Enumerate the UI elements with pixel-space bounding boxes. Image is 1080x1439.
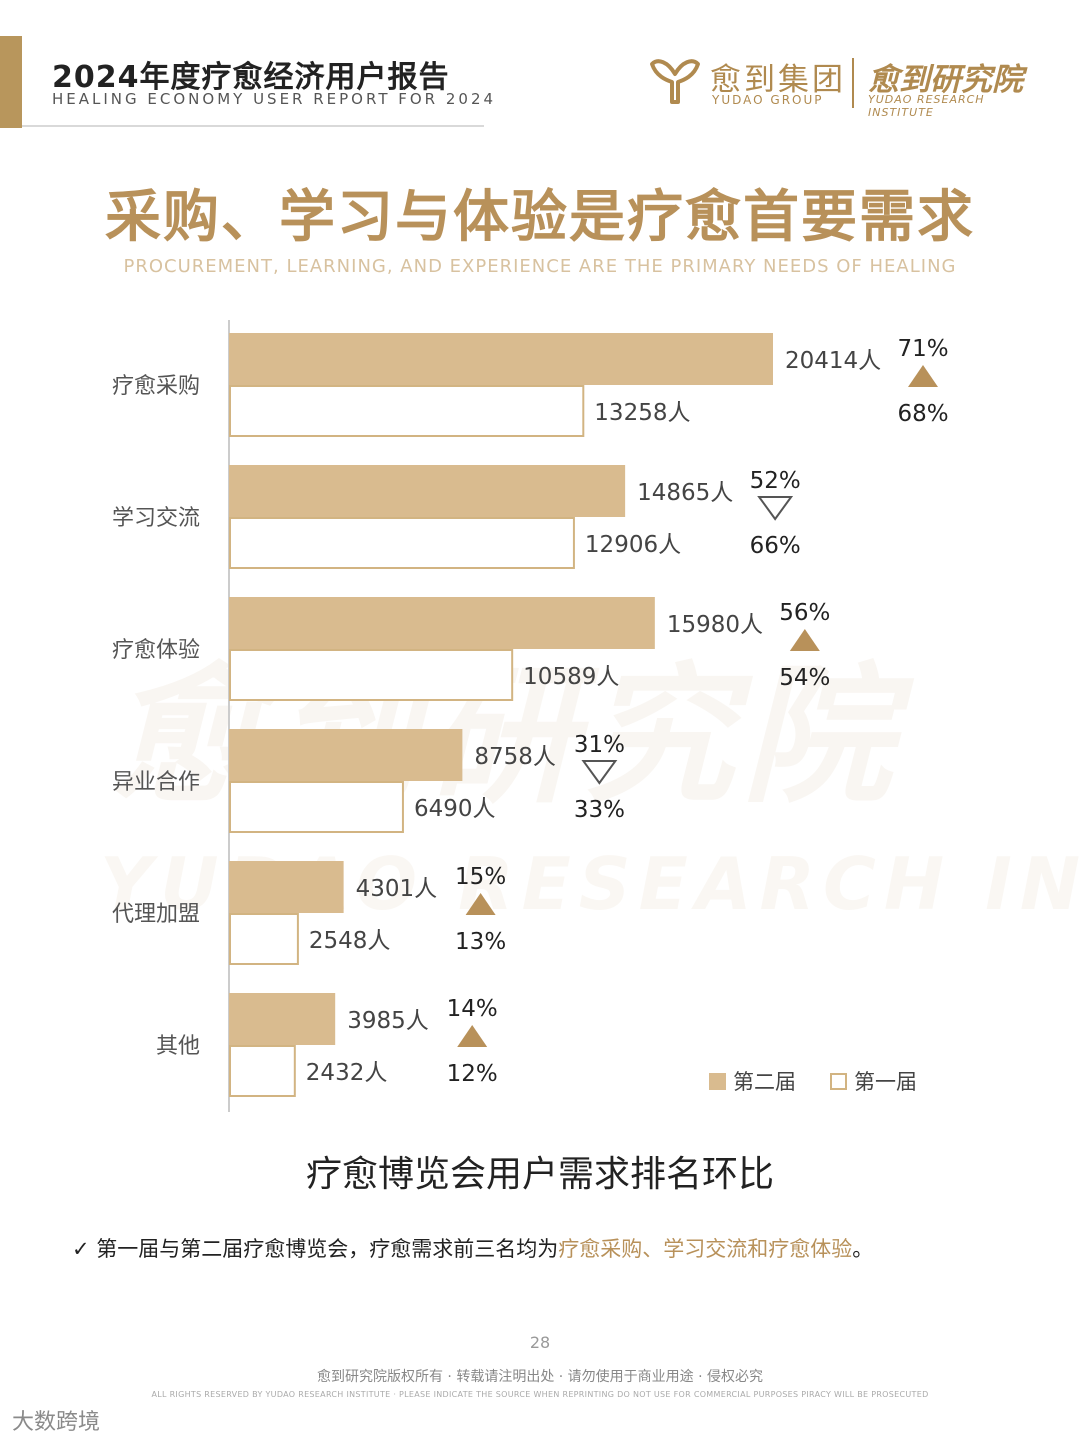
brand-logo: 愈到集团 YUDAO GROUP 愈到研究院 YUDAO RESEARCH IN… — [648, 52, 1048, 119]
bar-second — [229, 993, 336, 1045]
trend-down-icon — [581, 760, 618, 785]
bar-second — [229, 465, 626, 517]
chart-caption: 疗愈博览会用户需求排名环比 — [305, 1154, 774, 1195]
bar-second — [229, 729, 463, 781]
bar-first — [229, 1045, 296, 1097]
trend-up-icon — [789, 629, 820, 651]
category-label: 异业合作 — [112, 770, 200, 795]
value-label-first: 2432人 — [306, 1060, 388, 1086]
note-suffix: 。 — [852, 1237, 874, 1261]
footer-copyright-cn: 愈到研究院版权所有 · 转载请注明出处 · 请勿使用于商业用途 · 侵权必究 — [316, 1369, 764, 1385]
value-label-first: 6490人 — [414, 796, 496, 822]
institute-name-cn: 愈到研究院 — [868, 62, 1023, 98]
pct-first: 54% — [779, 665, 830, 691]
bar-second — [229, 861, 344, 913]
corner-watermark: 大数跨境 — [12, 1410, 101, 1435]
page-title: 采购、学习与体验是疗愈首要需求 — [105, 185, 975, 250]
bar-first — [229, 781, 404, 833]
value-label-first: 12906人 — [585, 532, 681, 558]
trend-up-icon — [457, 1025, 488, 1047]
bar-second — [229, 597, 655, 649]
bar-first — [229, 649, 514, 701]
legend-swatch-first — [830, 1073, 847, 1090]
bar-first — [229, 517, 575, 569]
header-divider — [22, 125, 484, 127]
pct-second: 15% — [455, 864, 506, 890]
footer-copyright-en: ALL RIGHTS RESERVED BY YUDAO RESEARCH IN… — [151, 1390, 929, 1399]
institute-name-en: YUDAO RESEARCH INSTITUTE — [868, 93, 985, 119]
value-label-second: 20414人 — [785, 348, 881, 374]
pct-second: 56% — [779, 600, 830, 626]
pct-first: 33% — [574, 797, 625, 823]
pct-second: 14% — [447, 996, 498, 1022]
value-label-second: 3985人 — [347, 1008, 429, 1034]
category-label: 代理加盟 — [112, 902, 200, 927]
pct-first: 68% — [897, 401, 948, 427]
report-subtitle: HEALING ECONOMY USER REPORT FOR 2024 — [52, 90, 497, 108]
pct-first: 12% — [447, 1061, 498, 1087]
value-label-first: 2548人 — [309, 928, 391, 954]
category-label: 其他 — [156, 1034, 200, 1059]
value-label-second: 8758人 — [474, 744, 556, 770]
page-subtitle: PROCUREMENT, LEARNING, AND EXPERIENCE AR… — [123, 256, 957, 277]
pct-second: 31% — [574, 732, 625, 758]
legend-swatch-second — [709, 1073, 726, 1090]
bar-second — [229, 333, 773, 385]
pct-second: 52% — [750, 468, 801, 494]
report-title: 2024年度疗愈经济用户报告 — [52, 60, 450, 95]
trend-up-icon — [908, 365, 938, 387]
header-accent-bar — [0, 36, 22, 128]
logo-divider — [852, 58, 854, 108]
pct-first: 66% — [750, 533, 801, 559]
legend-label-first: 第一届 — [854, 1070, 917, 1094]
page-number: 28 — [529, 1333, 551, 1352]
note-line: ✓ 第一届与第二届疗愈博览会，疗愈需求前三名均为疗愈采购、学习交流和疗愈体验。 — [72, 1233, 873, 1263]
value-label-second: 4301人 — [356, 876, 438, 902]
category-label: 疗愈采购 — [112, 374, 200, 399]
value-label-first: 10589人 — [523, 664, 619, 690]
category-label: 疗愈体验 — [112, 638, 200, 663]
bar-first — [229, 385, 585, 437]
brand-name-en: YUDAO GROUP — [712, 93, 824, 107]
legend-label-second: 第二届 — [733, 1070, 796, 1094]
pct-second: 71% — [897, 336, 948, 362]
note-highlight: 疗愈采购、学习交流和疗愈体验 — [558, 1237, 853, 1261]
value-label-second: 15980人 — [667, 612, 763, 638]
brand-name-cn: 愈到集团 — [710, 62, 846, 98]
demand-bar-chart: 疗愈采购 20414人 13258人 71% 68% 学习交流 14865人 12906人 52… — [112, 320, 949, 1112]
pct-first: 13% — [455, 929, 506, 955]
note-prefix: ✓ 第一届与第二届疗愈博览会，疗愈需求前三名均为 — [72, 1237, 559, 1261]
trend-down-icon — [757, 496, 794, 521]
value-label-second: 14865人 — [637, 480, 733, 506]
yudao-logo-icon — [650, 59, 700, 104]
category-label: 学习交流 — [112, 506, 200, 531]
trend-up-icon — [465, 893, 496, 915]
value-label-first: 13258人 — [594, 400, 690, 426]
bar-first — [229, 913, 299, 965]
